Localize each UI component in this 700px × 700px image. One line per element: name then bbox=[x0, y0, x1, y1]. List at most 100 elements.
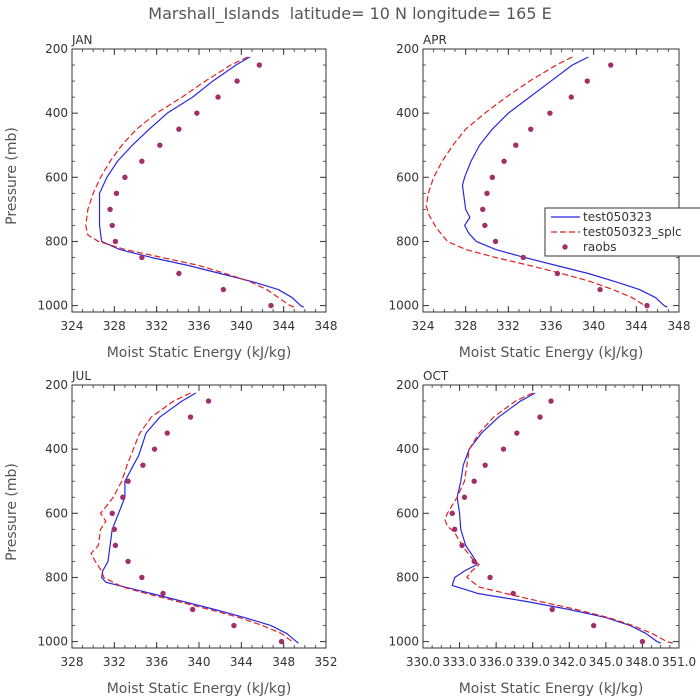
raob-point-jul bbox=[112, 542, 119, 549]
raob-point-oct bbox=[449, 510, 455, 516]
raob-point-jul bbox=[205, 398, 212, 404]
plot-frame-jan bbox=[71, 48, 327, 313]
y-tick-label-jul: 1000 bbox=[37, 635, 68, 649]
x-tick-label-apr: 340 bbox=[582, 319, 605, 333]
raob-point-oct bbox=[471, 478, 477, 484]
chart-title: Marshall_Islands latitude= 10 N longitud… bbox=[148, 4, 551, 24]
raob-point-jul bbox=[109, 510, 115, 516]
y-tick-label-apr: 1000 bbox=[388, 299, 419, 313]
x-tick-label-apr: 332 bbox=[497, 319, 520, 333]
legend-entry-test050323-splc: test050323_splc bbox=[583, 225, 682, 239]
raob-point-jul bbox=[189, 606, 196, 613]
x-tick-label-apr: 336 bbox=[540, 319, 563, 333]
y-axis-label-jan: Pressure (mb) bbox=[4, 127, 20, 225]
raob-point-apr bbox=[484, 190, 490, 197]
series-line-test050323-apr bbox=[461, 56, 668, 308]
y-tick-label-jan: 200 bbox=[45, 42, 68, 56]
raob-point-oct bbox=[459, 542, 465, 549]
raob-point-oct bbox=[639, 638, 646, 645]
x-axis-label-jul: Moist Static Energy (kJ/kg) bbox=[107, 681, 292, 697]
x-tick-label-jul: 332 bbox=[103, 655, 126, 669]
raob-point-jul bbox=[125, 478, 131, 484]
x-axis-label-jan: Moist Static Energy (kJ/kg) bbox=[107, 345, 292, 361]
x-tick-label-jul: 336 bbox=[145, 655, 168, 669]
series-line-test050323-splc-oct bbox=[444, 392, 674, 644]
y-tick-label-jan: 1000 bbox=[37, 299, 68, 313]
panel-label-jul: JUL bbox=[71, 369, 91, 383]
legend: test050323 test050323_splc raobs bbox=[544, 207, 700, 257]
x-tick-label-jan: 328 bbox=[103, 319, 126, 333]
x-tick-label-oct: 330.0 bbox=[406, 655, 440, 669]
y-tick-label-oct: 600 bbox=[396, 506, 419, 520]
raob-point-jul bbox=[111, 526, 118, 533]
x-tick-label-oct: 336.0 bbox=[479, 655, 513, 669]
panel-jan: JAN Moist Static Energy (kJ/kg) Pressure… bbox=[4, 33, 337, 361]
raob-point-apr bbox=[644, 302, 650, 309]
raob-point-oct bbox=[549, 606, 555, 613]
x-tick-label-oct: 339.0 bbox=[516, 655, 550, 669]
x-tick-label-jan: 324 bbox=[61, 319, 84, 333]
raob-point-jan bbox=[176, 270, 182, 277]
raob-point-jan bbox=[176, 126, 182, 132]
series-line-test050323-splc-jan bbox=[85, 56, 295, 308]
x-tick-label-oct: 351.0 bbox=[662, 655, 696, 669]
raob-point-apr bbox=[597, 286, 603, 293]
panel-apr: APR Moist Static Energy (kJ/kg) 324 328 33… bbox=[388, 33, 690, 361]
raob-point-oct bbox=[461, 494, 468, 500]
raob-point-jul bbox=[278, 638, 285, 645]
raob-point-oct bbox=[514, 430, 520, 436]
raob-point-jul bbox=[151, 446, 158, 452]
y-tick-label-jul: 400 bbox=[45, 442, 68, 456]
raob-point-jul bbox=[140, 462, 146, 468]
raob-point-jan bbox=[113, 190, 120, 197]
raob-point-jan bbox=[234, 78, 240, 84]
raob-point-oct bbox=[510, 590, 516, 597]
raob-point-jul bbox=[139, 574, 145, 581]
raob-point-apr bbox=[608, 62, 614, 68]
y-tick-label-oct: 1000 bbox=[388, 635, 419, 649]
raob-point-jan bbox=[268, 302, 274, 309]
plot-frame-apr bbox=[422, 48, 680, 313]
raob-point-oct bbox=[500, 446, 507, 452]
raob-point-apr bbox=[489, 174, 496, 180]
raob-point-oct bbox=[487, 574, 493, 581]
x-tick-label-apr: 344 bbox=[625, 319, 648, 333]
x-tick-label-oct: 342.0 bbox=[552, 655, 586, 669]
series-line-test050323-jan bbox=[98, 56, 305, 308]
panel-label-oct: OCT bbox=[423, 369, 449, 383]
raob-point-apr bbox=[528, 126, 534, 132]
x-tick-label-jul: 352 bbox=[315, 655, 338, 669]
raob-point-apr bbox=[482, 222, 488, 229]
x-tick-label-apr: 328 bbox=[454, 319, 477, 333]
raob-point-jul bbox=[120, 494, 126, 500]
raob-point-apr bbox=[480, 206, 486, 213]
series-line-test050323-splc-apr bbox=[425, 56, 650, 308]
raob-point-apr bbox=[568, 94, 574, 100]
x-tick-label-jul: 340 bbox=[188, 655, 211, 669]
raob-point-jan bbox=[220, 286, 227, 293]
x-tick-label-apr: 324 bbox=[412, 319, 435, 333]
raob-point-oct bbox=[537, 414, 543, 420]
raob-point-oct bbox=[482, 462, 488, 468]
legend-marker-raobs bbox=[562, 244, 568, 250]
raob-point-apr bbox=[547, 110, 553, 116]
raob-point-oct bbox=[471, 558, 477, 565]
raob-point-oct bbox=[548, 398, 554, 404]
x-tick-label-jan: 344 bbox=[272, 319, 295, 333]
y-tick-label-apr: 800 bbox=[396, 234, 419, 248]
x-tick-label-jan: 336 bbox=[188, 319, 211, 333]
y-tick-label-oct: 200 bbox=[396, 378, 419, 392]
y-tick-label-jul: 200 bbox=[45, 378, 68, 392]
raob-point-oct bbox=[452, 526, 458, 533]
legend-entry-test050323: test050323 bbox=[583, 210, 652, 224]
raob-point-apr bbox=[520, 254, 526, 261]
y-tick-label-oct: 400 bbox=[396, 442, 419, 456]
raob-point-jan bbox=[157, 142, 163, 148]
legend-entry-raobs: raobs bbox=[583, 240, 617, 254]
y-tick-label-jan: 600 bbox=[45, 170, 68, 184]
x-tick-label-jul: 348 bbox=[272, 655, 295, 669]
x-tick-label-oct: 345.0 bbox=[589, 655, 623, 669]
series-line-test050323-jul bbox=[101, 392, 299, 644]
x-tick-label-jan: 340 bbox=[230, 319, 253, 333]
